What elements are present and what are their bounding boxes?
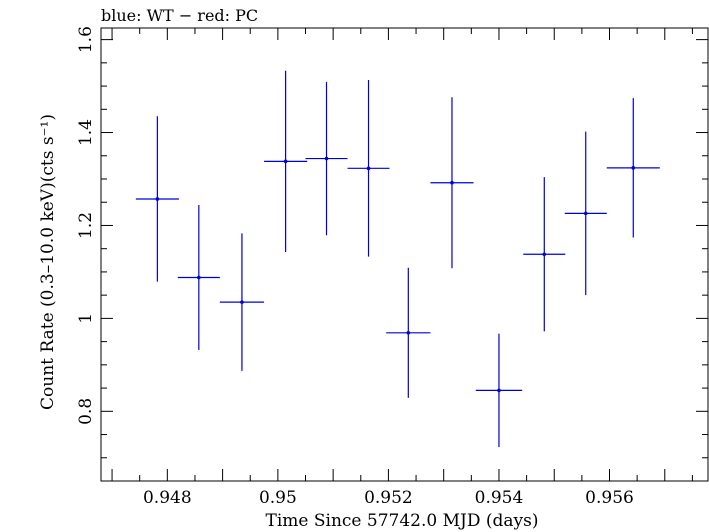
point-marker (450, 180, 454, 185)
data-point (386, 267, 431, 398)
x-tick-labels: 0.948 0.95 0.952 0.954 0.956 (143, 488, 634, 508)
point-marker (406, 330, 411, 335)
data-point (219, 233, 265, 371)
data-point (475, 333, 523, 448)
point-marker (197, 275, 201, 280)
data-point (305, 81, 348, 236)
x-tick-label: 0.952 (364, 488, 413, 508)
y-tick-label: 1.6 (76, 26, 96, 53)
x-axis-label: Time Since 57742.0 MJD (days) (266, 511, 539, 531)
y-tick-label: 1.4 (76, 119, 96, 146)
data-point (606, 98, 660, 238)
point-marker (366, 166, 371, 171)
data-point (177, 205, 220, 350)
axis-ticks (101, 28, 708, 482)
data-points (135, 70, 660, 448)
point-marker (283, 159, 288, 164)
y-tick-label: 1 (76, 313, 96, 324)
point-marker (631, 166, 636, 170)
y-axis-label: Count Rate (0.3–10.0 keV)(cts s⁻¹) (38, 114, 58, 410)
x-tick-label: 0.948 (143, 488, 192, 508)
point-marker (324, 156, 329, 161)
data-point (264, 70, 308, 252)
point-marker (583, 211, 588, 216)
x-tick-label: 0.95 (259, 488, 297, 508)
point-marker (497, 388, 501, 393)
data-point (523, 177, 566, 332)
y-tick-label: 0.8 (76, 398, 96, 425)
chart-title: blue: WT − red: PC (101, 6, 258, 25)
x-tick-label: 0.956 (585, 488, 634, 508)
data-point (564, 131, 607, 296)
data-point (135, 116, 179, 282)
plot-frame (100, 27, 709, 482)
data-point (430, 97, 474, 269)
point-marker (155, 197, 160, 201)
x-tick-label: 0.954 (475, 488, 524, 508)
y-tick-label: 1.2 (76, 212, 96, 239)
data-point (347, 80, 390, 257)
point-marker (542, 252, 547, 257)
y-tick-labels: 0.8 1 1.2 1.4 1.6 (76, 26, 96, 425)
point-marker (240, 300, 244, 304)
